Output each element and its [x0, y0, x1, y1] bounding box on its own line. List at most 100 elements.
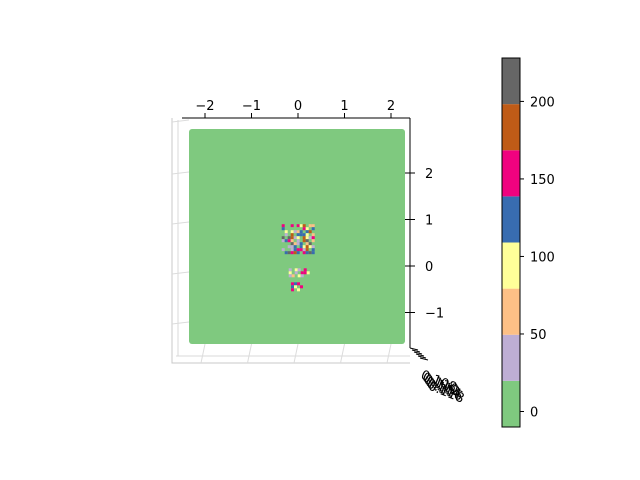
surface-patch-cell — [303, 268, 307, 272]
colorbar-band — [502, 288, 520, 335]
pane-grid-line — [171, 321, 190, 325]
colorbar-band — [502, 196, 520, 243]
surface-patch-cell — [287, 245, 291, 249]
surface-patch-cell — [281, 239, 285, 243]
surface-patch-cell — [288, 274, 292, 278]
pane-grid-line — [340, 343, 345, 364]
surface-patch-cell — [287, 236, 291, 240]
surface-patch-cell — [293, 245, 297, 249]
pane-edge-left-bottom — [171, 118, 410, 364]
surface-patch-cell — [284, 230, 288, 234]
surface-patch-cell — [281, 227, 285, 231]
z-tick-mark — [413, 351, 423, 355]
surface-patch-cell — [296, 239, 300, 243]
surface-patch-cell — [308, 230, 312, 234]
surface-patch-cell — [305, 227, 309, 231]
surface-patch-cell — [287, 239, 291, 243]
colorbar-band — [502, 104, 520, 151]
colorbar-ticks: 0 50 100 150 200 — [520, 95, 555, 420]
surface-patch-cell — [306, 271, 310, 275]
surface-patch-cell — [291, 285, 294, 289]
colorbar-tick-label: 150 — [530, 173, 555, 188]
surface-patch-cell — [311, 248, 315, 252]
colorbar-band — [502, 380, 520, 428]
surface-patch-cell — [305, 230, 309, 234]
surface-patch-cell — [299, 233, 303, 237]
surface-patch-cell — [308, 245, 312, 249]
surface-patch-cell — [299, 230, 303, 234]
surface-patch-cell — [297, 274, 301, 278]
surface-patch-cell — [297, 268, 301, 272]
surface-patch-cell — [311, 251, 315, 255]
y-tick-label: 0 — [425, 260, 433, 275]
surface-patch-cell — [293, 239, 297, 243]
colorbar-band — [502, 150, 520, 197]
surface-patch-cell — [303, 271, 307, 275]
surface-patch-cell — [284, 233, 288, 237]
surface-patch-cell — [290, 230, 294, 234]
surface-patch-cell — [302, 239, 306, 243]
z-tick-mark — [409, 347, 419, 351]
surface-patch-cell — [299, 245, 303, 249]
surface-patch-cell — [305, 248, 309, 252]
surface-patch-cell — [291, 282, 294, 286]
colorbar: 0 50 100 150 200 — [501, 57, 555, 428]
surface-patch-cell — [311, 236, 315, 240]
surface-patch-cell — [296, 224, 300, 228]
z-tick-mark — [417, 355, 427, 359]
surface-patch-cell — [288, 268, 292, 272]
surface-patch-cell — [296, 233, 300, 237]
surface-patch-cell — [296, 251, 300, 255]
pane-grid-line — [247, 343, 252, 364]
z-tick-mark — [411, 349, 421, 353]
surface-patch-cell — [311, 224, 315, 228]
surface-patch-cell — [308, 251, 312, 255]
x-tick-label: 1 — [340, 99, 348, 114]
x-tick-label: −1 — [242, 99, 261, 114]
surface-patch-cell — [302, 236, 306, 240]
surface-patch-cell — [305, 242, 309, 246]
surface-patch-cell — [294, 271, 298, 275]
surface-patch-cell — [281, 224, 285, 228]
surface-patch-cell — [291, 274, 295, 278]
pane-grid-line — [171, 221, 190, 225]
pane-grid-line — [171, 119, 190, 123]
surface-patch-cell — [294, 285, 297, 289]
surface-patch-cell — [293, 233, 297, 237]
surface-patch-cell — [305, 233, 309, 237]
pane-grid-line — [200, 343, 206, 364]
surface-patch-cell — [284, 236, 288, 240]
y-tick-label: 1 — [425, 214, 433, 229]
x-axis-ticks: −2 −1 0 1 2 — [195, 99, 395, 118]
surface-patch-cell — [293, 242, 297, 246]
pane-grid-left — [171, 119, 190, 325]
surface-patch-cell — [290, 242, 294, 246]
pane-grid-line — [171, 171, 190, 175]
surface-patch-cell — [284, 239, 288, 243]
x-tick-label: 2 — [387, 99, 395, 114]
surface-patch-cell — [293, 251, 297, 255]
y-tick-label: −1 — [425, 307, 444, 322]
colorbar-band — [502, 58, 520, 105]
surface-patch-cell — [290, 236, 294, 240]
z-tick-mark — [419, 357, 429, 361]
surface-patch-cell — [311, 239, 315, 243]
surface-patch-cell — [300, 285, 303, 289]
surface-patch-cell — [297, 288, 300, 292]
pane-grid-bottom — [200, 343, 392, 364]
colorbar-tick-label: 0 — [530, 405, 538, 420]
y-tick-label: 2 — [425, 167, 433, 182]
surface-patch-cell — [311, 245, 315, 249]
surface-patch-cell — [308, 236, 312, 240]
surface-patch-cell — [290, 233, 294, 237]
surface-patch-cell — [305, 245, 309, 249]
surface-patch-cell — [284, 251, 288, 255]
surface-patch-cell — [311, 227, 315, 231]
surface-patch-cell — [290, 245, 294, 249]
colorbar-tick-label: 200 — [530, 95, 555, 110]
z-tick-mark — [415, 353, 425, 357]
surface-patch-cell — [302, 251, 306, 255]
surface-patch-cell — [281, 251, 285, 255]
surface-patch-cell — [281, 236, 285, 240]
